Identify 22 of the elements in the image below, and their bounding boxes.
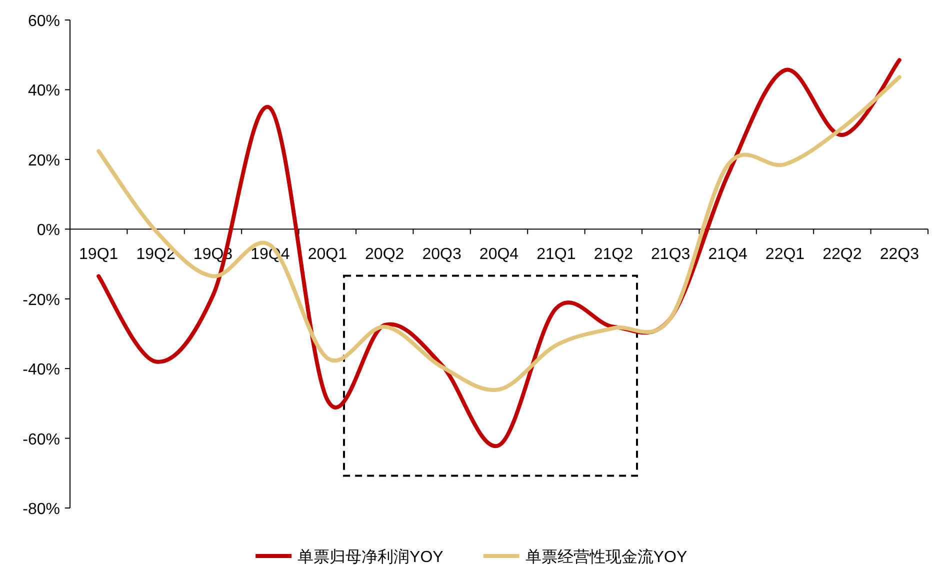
y-tick-label: -40% <box>22 362 60 379</box>
x-tick-label: 19Q1 <box>79 246 118 264</box>
x-tick-label: 20Q1 <box>308 246 348 264</box>
x-tick-label: 22Q3 <box>880 246 920 264</box>
legend-label: 单票经营性现金流YOY <box>525 548 688 566</box>
x-tick-label: 20Q4 <box>479 246 519 264</box>
x-tick-label: 21Q1 <box>536 246 576 264</box>
y-tick-label: -80% <box>22 501 60 518</box>
x-tick-label: 21Q3 <box>651 246 690 264</box>
x-tick-label: 20Q3 <box>422 246 462 264</box>
x-tick-label: 22Q1 <box>765 246 805 264</box>
y-tick-label: 20% <box>28 152 60 170</box>
x-tick-label: 22Q2 <box>822 246 862 264</box>
y-tick-label: 0% <box>36 222 60 240</box>
y-tick-label: 60% <box>28 13 60 30</box>
y-tick-label: -20% <box>22 292 60 309</box>
x-tick-label: 21Q2 <box>594 246 634 264</box>
x-tick-label: 21Q4 <box>708 246 748 264</box>
y-tick-label: 40% <box>28 82 60 100</box>
legend-label: 单票归母净利润YOY <box>298 548 444 566</box>
y-tick-label: -60% <box>22 431 60 448</box>
x-tick-label: 20Q2 <box>365 246 404 264</box>
